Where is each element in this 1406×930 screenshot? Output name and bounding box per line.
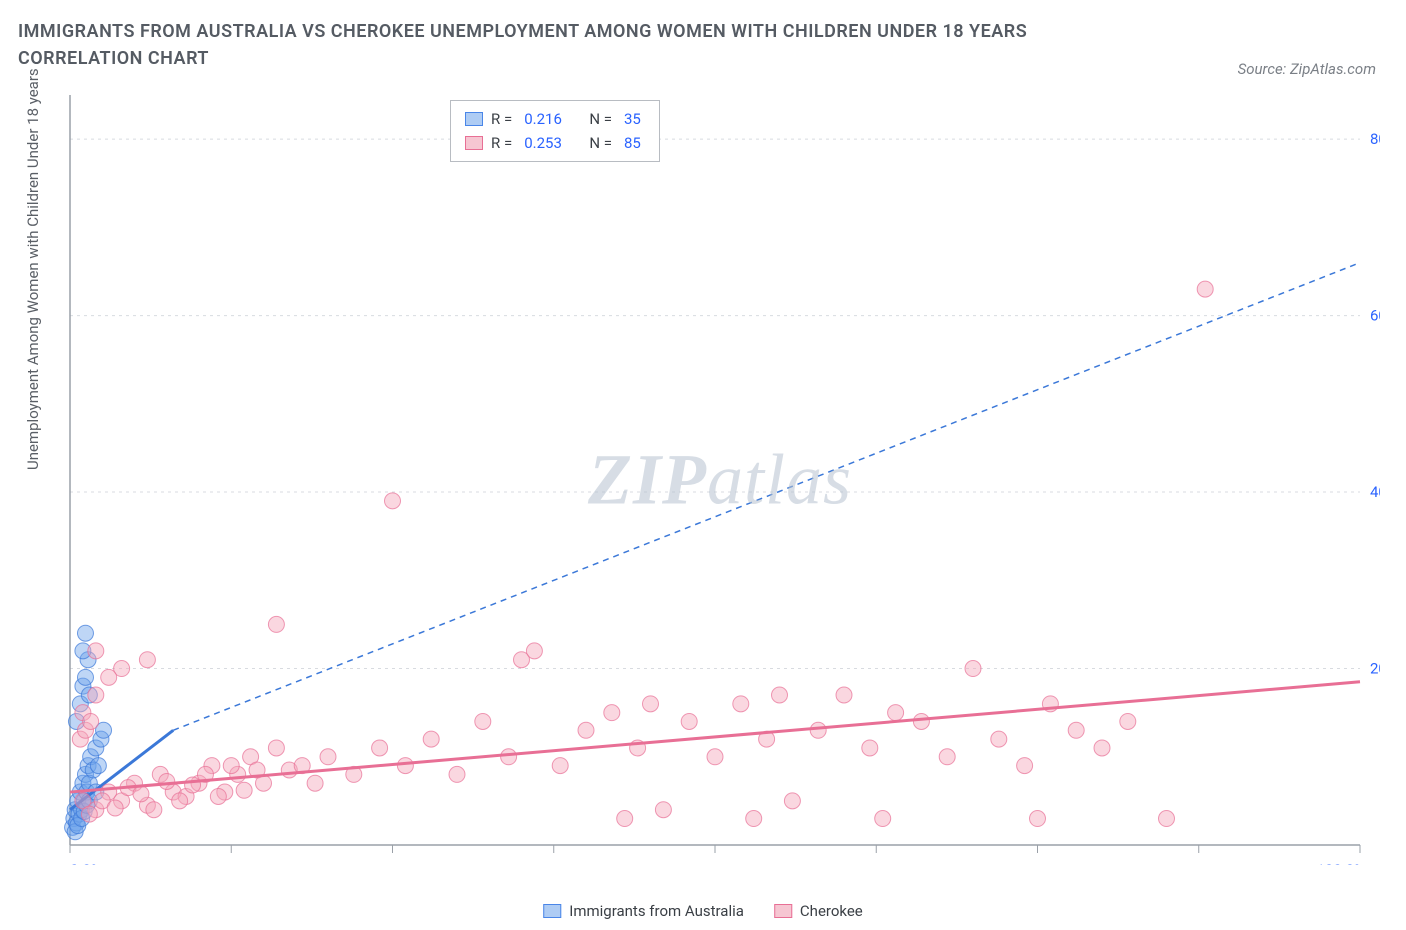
svg-text:40.0%: 40.0% <box>1370 483 1380 501</box>
n-label: N = <box>589 131 612 155</box>
legend-label: Cherokee <box>800 902 863 920</box>
series-swatch <box>465 136 483 150</box>
y-axis-label: Unemployment Among Women with Children U… <box>24 68 42 470</box>
svg-text:100.0%: 100.0% <box>1316 861 1365 865</box>
stats-row: R = 0.253 N = 85 <box>465 131 645 155</box>
correlation-stats-box: R = 0.216 N = 35 R = 0.253 N = 85 <box>450 100 660 162</box>
legend-label: Immigrants from Australia <box>569 902 744 920</box>
series-swatch <box>543 904 561 918</box>
svg-text:80.0%: 80.0% <box>1370 130 1380 148</box>
legend: Immigrants from Australia Cherokee <box>543 902 863 920</box>
source-attribution: Source: ZipAtlas.com <box>1238 60 1376 78</box>
n-value: 85 <box>624 131 641 155</box>
svg-text:60.0%: 60.0% <box>1370 307 1380 325</box>
r-value: 0.216 <box>524 107 562 131</box>
series-swatch <box>774 904 792 918</box>
chart-title: IMMIGRANTS FROM AUSTRALIA VS CHEROKEE UN… <box>18 18 1118 72</box>
n-value: 35 <box>624 107 641 131</box>
legend-item: Cherokee <box>774 902 863 920</box>
svg-text:0.0%: 0.0% <box>70 861 102 865</box>
chart-svg: 20.0% 40.0% 60.0% 80.0% 0.0% 100.0% <box>60 95 1380 865</box>
series-swatch <box>465 112 483 126</box>
stats-row: R = 0.216 N = 35 <box>465 107 645 131</box>
r-label: R = <box>491 131 512 155</box>
r-value: 0.253 <box>524 131 562 155</box>
svg-text:20.0%: 20.0% <box>1370 660 1380 678</box>
r-label: R = <box>491 107 512 131</box>
n-label: N = <box>589 107 612 131</box>
legend-item: Immigrants from Australia <box>543 902 744 920</box>
scatter-plot: 20.0%40.0%60.0%80.0%0.0%100.0% ZIPatlas <box>60 95 1380 865</box>
